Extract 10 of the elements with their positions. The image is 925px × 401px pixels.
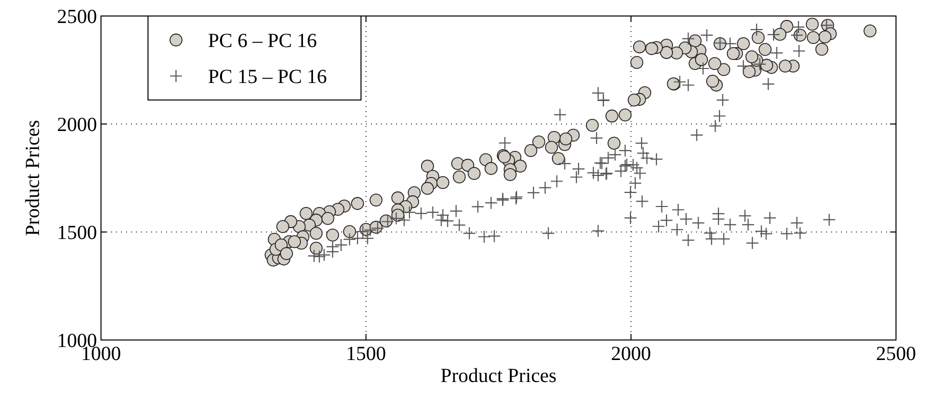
x-tick-label: 2000 xyxy=(611,343,651,365)
y-tick-label: 2500 xyxy=(57,6,97,28)
y-tick-label: 1500 xyxy=(57,222,97,244)
legend-label: PC 6 – PC 16 xyxy=(208,30,317,52)
x-tick-label: 1500 xyxy=(346,343,386,365)
x-tick-label: 2500 xyxy=(876,343,916,365)
legend-label: PC 15 – PC 16 xyxy=(208,66,327,88)
x-axis-title: Product Prices xyxy=(440,365,557,387)
y-tick-label: 2000 xyxy=(57,114,97,136)
y-axis-title: Product Prices xyxy=(22,120,44,236)
